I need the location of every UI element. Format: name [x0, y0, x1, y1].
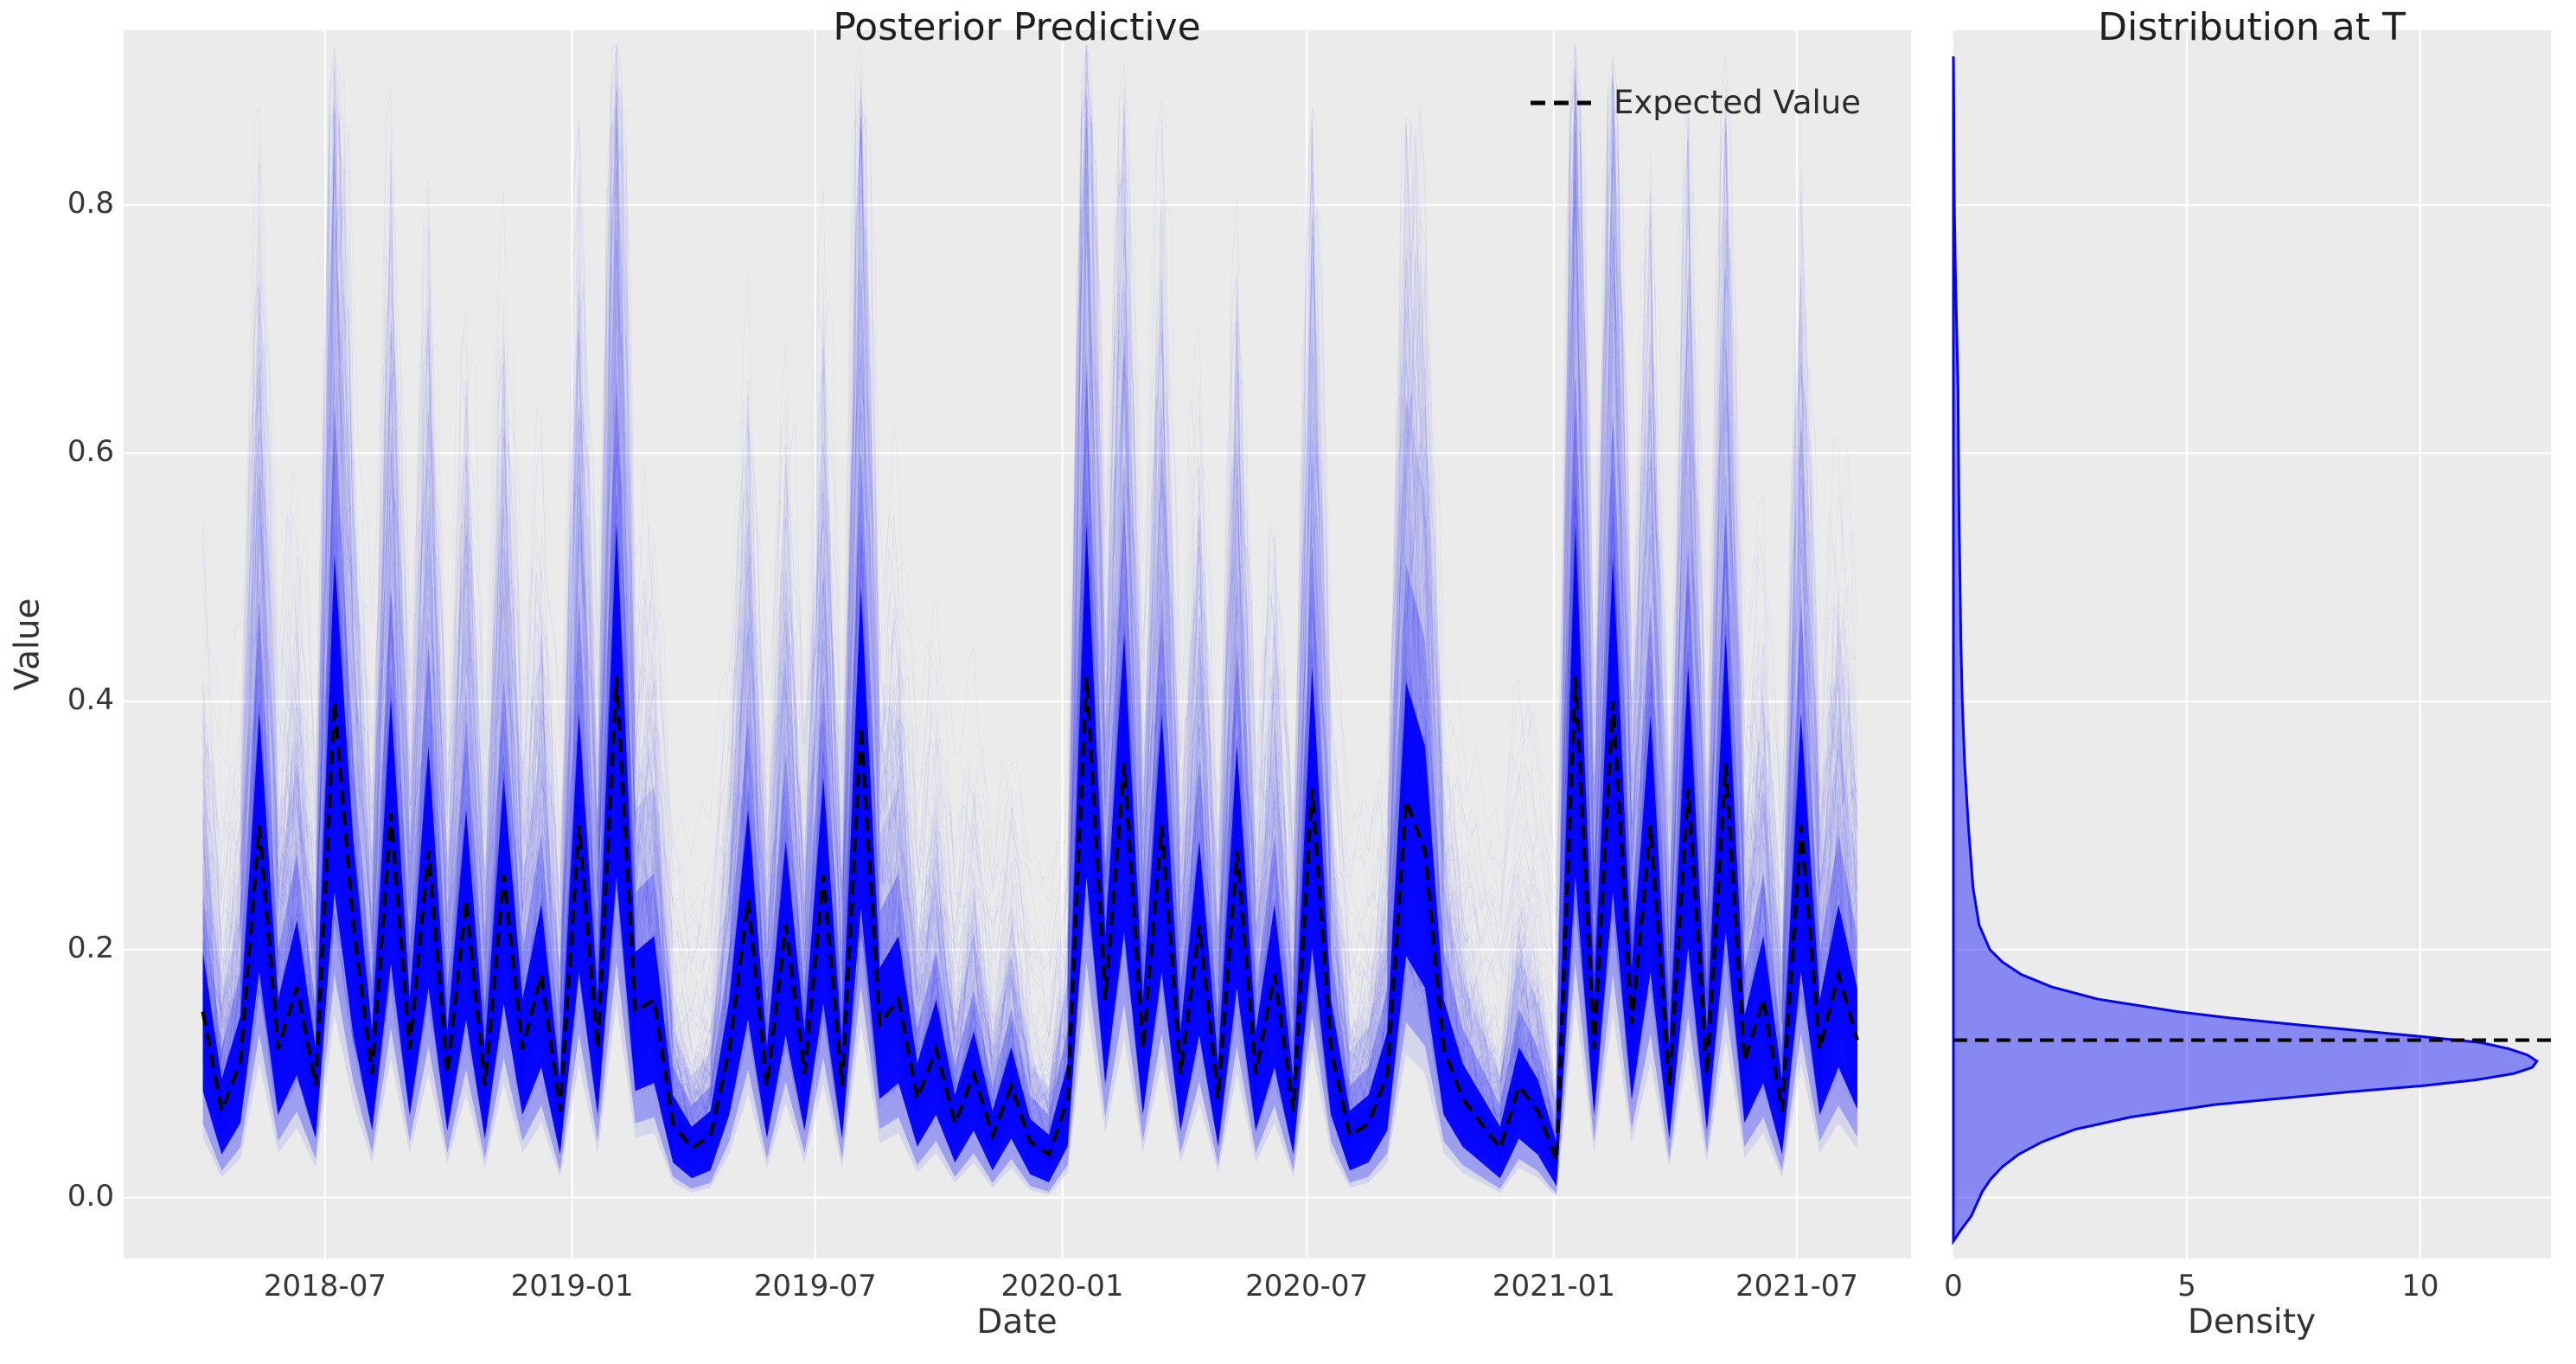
expected-value-line: [201, 676, 1859, 1162]
x-tick-label: 2020-07: [1245, 1269, 1369, 1303]
x-tick-label: 2021-01: [1492, 1269, 1615, 1303]
x-axis-label-density: Density: [2187, 1303, 2317, 1342]
x-tick-label: 2018-07: [263, 1269, 387, 1303]
y-axis-label: Value: [8, 598, 48, 691]
y-tick-label: 0.2: [67, 930, 114, 965]
y-tick-label: 0.0: [67, 1178, 114, 1214]
x-tick-label: 2019-01: [510, 1269, 634, 1303]
density-tick-label: 10: [2401, 1269, 2439, 1303]
legend-label: Expected Value: [1614, 84, 1861, 121]
x-axis-label-date: Date: [976, 1303, 1058, 1342]
left-plot-title: Posterior Predictive: [833, 5, 1201, 49]
x-tick-label: 2020-01: [1000, 1269, 1124, 1303]
y-tick-label: 0.8: [67, 186, 114, 221]
density-tick-label: 5: [2177, 1269, 2196, 1303]
y-tick-label: 0.4: [67, 682, 114, 717]
y-tick-label: 0.6: [67, 434, 114, 470]
dashed-line-icon: [1531, 100, 1591, 105]
gridlines: [124, 30, 2551, 1258]
legend: Expected Value: [1529, 84, 1861, 121]
x-tick-label: 2019-07: [753, 1269, 877, 1303]
x-tick-label: 2021-07: [1735, 1269, 1859, 1303]
right-plot-title: Distribution at T: [2098, 5, 2406, 49]
distribution-kde-area: [1952, 56, 2539, 1246]
right-axes-background: [1953, 30, 2551, 1258]
density-tick-label: 0: [1944, 1269, 1963, 1303]
